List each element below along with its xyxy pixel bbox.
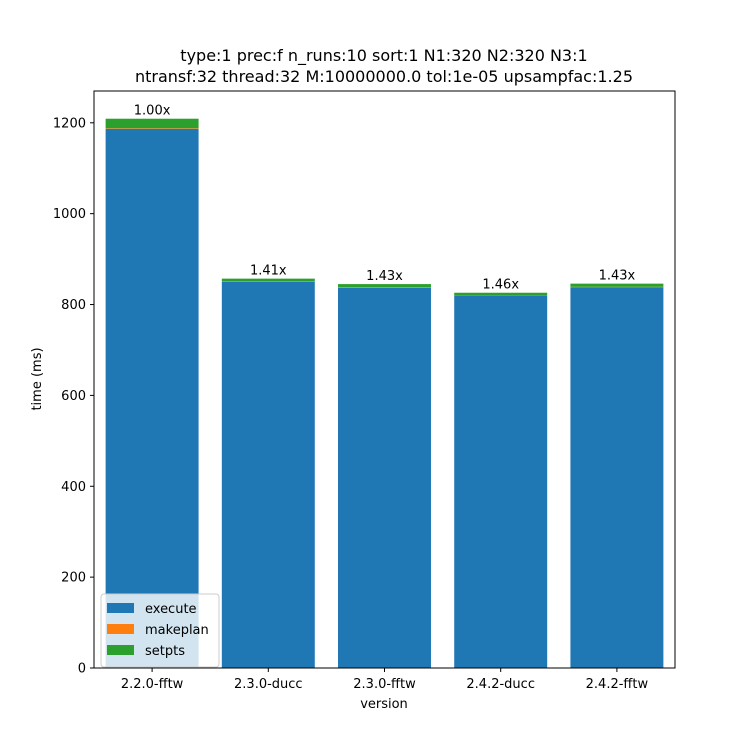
legend-swatch-execute — [107, 603, 134, 613]
bar-makeplan — [570, 286, 664, 288]
y-axis-label: time (ms) — [30, 347, 45, 410]
x-tick-label: 2.3.0-fftw — [353, 677, 416, 692]
chart-title-line1: type:1 prec:f n_runs:10 sort:1 N1:320 N2… — [180, 46, 587, 66]
y-axis: 0 200 400 600 800 1000 1200 — [53, 116, 94, 677]
bar-makeplan — [221, 281, 315, 282]
legend: execute makeplan setpts — [100, 593, 220, 668]
bar-speedup-label: 1.43x — [366, 269, 403, 284]
bar-makeplan — [454, 294, 548, 296]
bar-setpts — [570, 283, 664, 287]
y-tick-label: 800 — [61, 298, 86, 313]
bar-setpts — [338, 284, 431, 288]
bar-execute — [570, 287, 664, 668]
x-tick-label: 2.4.2-ducc — [466, 677, 535, 692]
bar-setpts — [454, 292, 548, 295]
x-axis-label: version — [360, 697, 408, 712]
bar-execute — [105, 128, 199, 668]
bar-execute — [221, 281, 315, 668]
bar-execute — [454, 295, 548, 668]
bar-labels-layer: 1.00x 1.41x 1.43x 1.46x 1.43x — [134, 104, 636, 293]
bar-setpts — [105, 118, 199, 129]
legend-label-execute: execute — [145, 602, 197, 617]
bar-setpts — [221, 278, 315, 282]
bar-speedup-label: 1.46x — [482, 278, 519, 293]
x-axis: 2.2.0-fftw 2.3.0-ducc 2.3.0-fftw 2.4.2-ducc… — [121, 668, 649, 692]
y-tick-label: 400 — [61, 480, 86, 495]
x-tick-label: 2.2.0-fftw — [121, 677, 184, 692]
legend-swatch-makeplan — [107, 624, 134, 634]
y-tick-label: 600 — [61, 389, 86, 404]
x-tick-label: 2.4.2-fftw — [586, 677, 649, 692]
bar-speedup-label: 1.41x — [250, 264, 287, 279]
bar-speedup-label: 1.00x — [134, 104, 171, 119]
x-tick-label: 2.3.0-ducc — [234, 677, 303, 692]
bar-makeplan — [105, 128, 199, 129]
y-tick-label: 0 — [78, 662, 86, 677]
y-tick-label: 1200 — [53, 116, 86, 131]
legend-swatch-setpts — [107, 645, 134, 655]
bar-makeplan — [338, 287, 431, 288]
legend-label-setpts: setpts — [145, 644, 185, 659]
y-tick-label: 200 — [61, 571, 86, 586]
chart-title-line2: ntransf:32 thread:32 M:10000000.0 tol:1e… — [135, 67, 633, 86]
legend-label-makeplan: makeplan — [145, 623, 209, 638]
y-tick-label: 1000 — [53, 207, 86, 222]
bar-execute — [338, 287, 431, 668]
bar-speedup-label: 1.43x — [599, 269, 636, 284]
bars-layer — [105, 118, 664, 668]
